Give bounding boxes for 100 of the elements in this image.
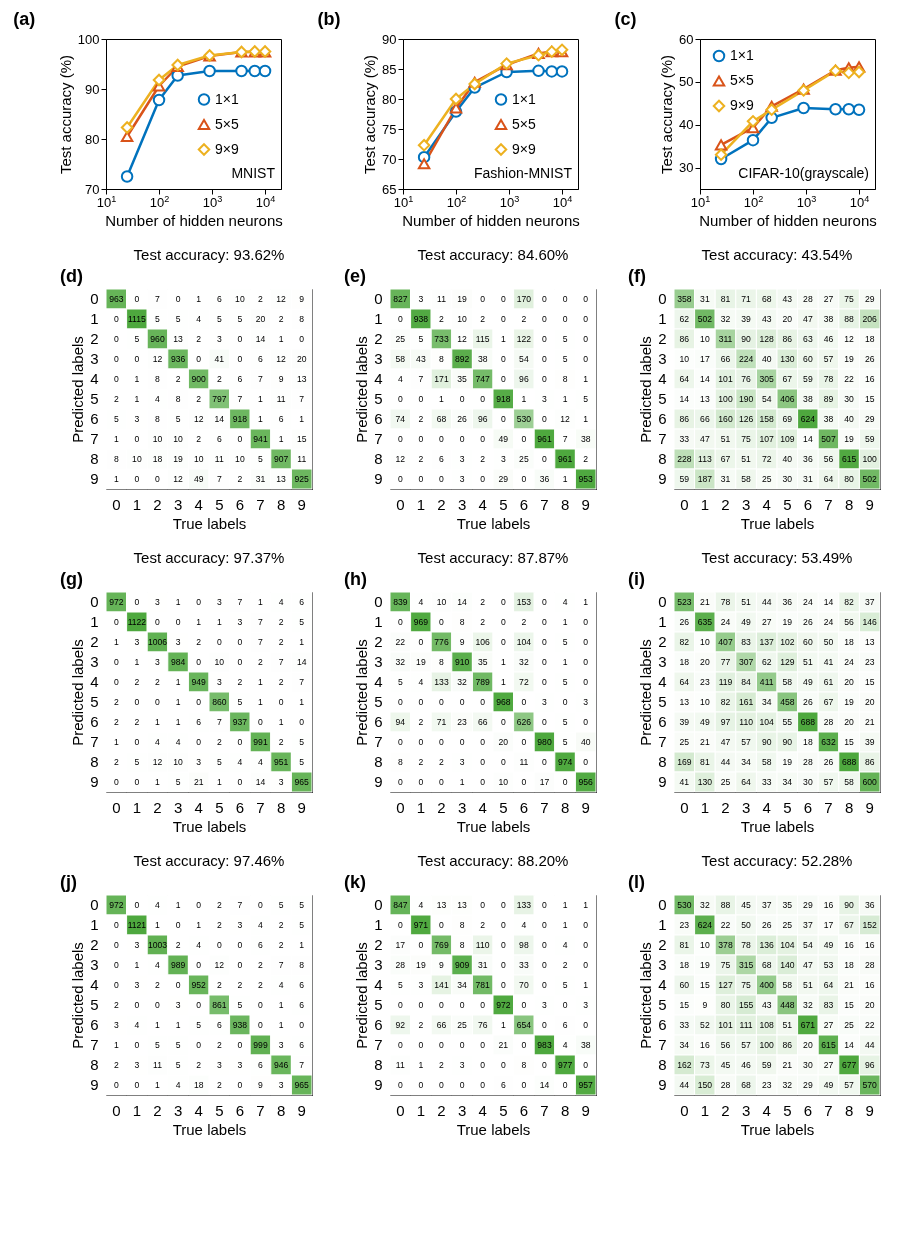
data-label: 0	[134, 1040, 140, 1050]
data-label: 0	[134, 294, 140, 304]
data-label: 2	[439, 757, 445, 767]
data-label: 1	[562, 474, 568, 484]
data-label: 0	[562, 697, 568, 707]
y-tick-label: 6	[90, 410, 99, 427]
data-label: 25	[395, 334, 406, 344]
data-label: 111	[739, 1020, 753, 1030]
data-label: 972	[496, 1000, 511, 1010]
y-tick-label: 5	[374, 693, 383, 710]
y-tick-label: 3	[90, 956, 99, 973]
x-tick-label: 2	[153, 1101, 162, 1119]
data-label: 0	[583, 294, 589, 304]
data-label: 0	[113, 960, 119, 970]
data-label: 910	[454, 657, 470, 667]
data-label: 3	[500, 454, 506, 464]
data-label: 75	[741, 980, 752, 990]
data-label: 0	[542, 900, 548, 910]
data-label: 624	[800, 414, 816, 424]
text: (e)	[344, 266, 366, 286]
text: (k)	[344, 872, 366, 892]
x-tick-label: 9	[297, 798, 306, 816]
data-label: 5	[237, 1000, 243, 1010]
data-label: 67	[782, 374, 793, 384]
data-label: 5	[418, 334, 424, 344]
data-label: 7	[299, 677, 305, 687]
data-label: 305	[759, 374, 775, 384]
y-tick-label: 0	[374, 593, 383, 610]
data-label: 0	[258, 1020, 264, 1030]
data-label: 530	[677, 900, 692, 910]
data-label: 2	[521, 617, 527, 627]
data-label: 24	[803, 597, 813, 607]
data-label: 28	[803, 294, 813, 304]
y-tick-label: 3	[374, 350, 383, 367]
data-label: 57	[823, 777, 834, 787]
data-label: 5	[562, 737, 568, 747]
y-tick-label: 2	[374, 633, 383, 650]
data-label: 13	[436, 900, 447, 910]
x-tick-label: 8	[560, 495, 570, 513]
x-tick-label: 7	[256, 495, 265, 513]
y-tick-label: 8	[374, 1056, 383, 1073]
data-label: 2	[216, 737, 222, 747]
data-label: 0	[521, 777, 527, 787]
data-label: 18	[844, 960, 855, 970]
data-label: 861	[212, 1000, 227, 1010]
data-label: 938	[232, 1020, 248, 1030]
data-label: 0	[542, 414, 548, 424]
data-label: 0	[237, 354, 243, 364]
data-label: 51	[782, 1020, 793, 1030]
data-label: 1	[155, 717, 161, 727]
data-label: 925	[294, 474, 310, 484]
data-label: 1	[134, 960, 140, 970]
data-label: 68	[436, 414, 447, 424]
x-axis-title: Number of hidden neurons	[402, 211, 580, 229]
data-label: 0	[439, 1040, 445, 1050]
data-label: 2	[216, 374, 222, 384]
y-tick-label: 3	[374, 956, 383, 973]
data-label: 109	[780, 434, 795, 444]
data-label: 101	[718, 374, 733, 384]
data-label: 0	[480, 697, 486, 707]
data-label: 6	[258, 1060, 264, 1070]
data-label: 33	[761, 777, 772, 787]
data-label: 12	[214, 960, 225, 970]
y-tick-label: 40	[679, 117, 694, 133]
data-label: 3	[237, 1060, 243, 1070]
x-tick-label: 3	[457, 495, 467, 513]
data-label: 0	[418, 697, 424, 707]
data-label: 140	[780, 960, 795, 970]
data-label: 5	[216, 314, 222, 324]
data-label: 5	[175, 1040, 181, 1050]
data-label: 14	[803, 434, 813, 444]
data-label: 0	[113, 777, 119, 787]
data-label: 8	[175, 394, 181, 404]
data-label: 3	[134, 940, 140, 950]
y-tick-label: 90	[382, 31, 397, 47]
data-label: 7	[278, 960, 284, 970]
data-label: 82	[720, 697, 731, 707]
data-label: 96	[477, 414, 488, 424]
data-label: 106	[475, 637, 491, 647]
data-label: 16	[700, 1040, 710, 1050]
data-label: 1	[500, 334, 506, 344]
x-tick-label: 5	[499, 495, 508, 513]
data-label: 0	[583, 637, 589, 647]
data-label: 8	[113, 454, 119, 464]
data-label: 0	[583, 1020, 589, 1030]
data-label: 2	[155, 677, 161, 687]
data-label: 983	[537, 1040, 552, 1050]
data-label: 26	[864, 354, 875, 364]
y-tick-label: 8	[90, 450, 99, 467]
y-tick-label: 4	[374, 976, 383, 993]
data-label: 113	[698, 454, 712, 464]
x-tick-label: 6	[235, 1101, 245, 1119]
data-label: 36	[782, 597, 793, 607]
data-label: 688	[841, 757, 857, 767]
y-tick-label: 2	[90, 633, 99, 650]
x-tick-label: 4	[194, 1101, 203, 1119]
data-label: 6	[500, 1080, 506, 1090]
data-label: 1	[562, 657, 568, 667]
data-label: 23	[679, 920, 690, 930]
data-label: 937	[232, 717, 248, 727]
